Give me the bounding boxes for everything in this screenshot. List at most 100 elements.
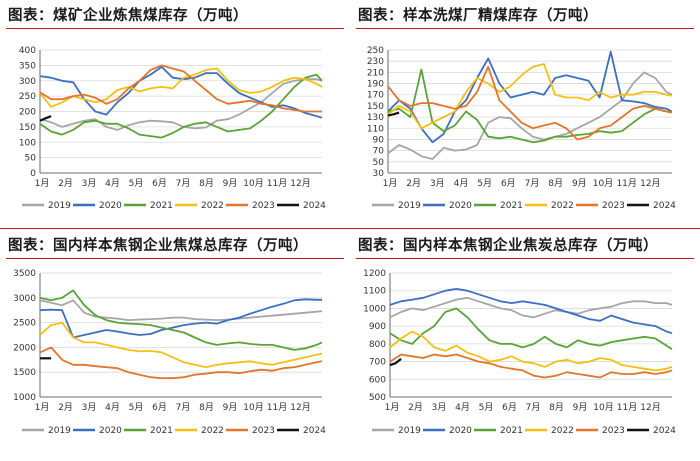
- x-tick-label: 4月: [105, 402, 120, 413]
- y-tick-label: 100: [19, 138, 36, 148]
- y-tick-label: 150: [19, 123, 36, 133]
- legend-label-2022: 2022: [551, 426, 574, 436]
- x-tick-label: 6月: [501, 178, 516, 189]
- x-tick-label: 4月: [105, 178, 120, 189]
- y-tick-label: 200: [19, 108, 36, 118]
- x-tick-label: 1月: [383, 178, 398, 189]
- y-tick-label: 700: [369, 358, 386, 368]
- x-tick-label: 1月: [35, 178, 50, 189]
- title-divider: [356, 258, 694, 259]
- series-line-2021: [39, 73, 323, 139]
- legend-label-2021: 2021: [500, 426, 523, 436]
- x-tick-label: 8月: [199, 178, 214, 189]
- x-tick-label: 5月: [129, 402, 144, 413]
- x-tick-label: 2月: [58, 178, 73, 189]
- legend-label-2021: 2021: [150, 201, 173, 211]
- y-tick-label: 800: [369, 340, 386, 350]
- legend-label-2023: 2023: [252, 426, 275, 436]
- x-tick-label: 8月: [199, 402, 214, 413]
- y-tick-label: 2500: [13, 319, 36, 329]
- series-line-2019: [39, 78, 323, 131]
- series-line-2020: [39, 66, 323, 119]
- series-line-2019: [389, 296, 673, 319]
- x-tick-label: 2月: [58, 402, 73, 413]
- legend-label-2023: 2023: [252, 201, 275, 211]
- x-tick-label: 12月: [640, 402, 660, 413]
- x-tick-label: 8月: [548, 178, 563, 189]
- y-tick-label: 90: [373, 135, 385, 145]
- x-tick-label: 3月: [82, 178, 97, 189]
- legend-label-2019: 2019: [48, 426, 71, 436]
- series-line-2022: [389, 330, 673, 372]
- x-tick-label: 10月: [243, 178, 263, 189]
- x-tick-label: 5月: [477, 178, 492, 189]
- y-tick-label: 230: [367, 57, 384, 67]
- y-tick-label: 250: [19, 92, 36, 102]
- legend-label-2020: 2020: [449, 426, 472, 436]
- series-line-2023: [387, 65, 673, 141]
- legend-label-2024: 2024: [303, 201, 326, 211]
- x-tick-label: 3月: [432, 402, 447, 413]
- legend-label-2023: 2023: [602, 201, 625, 211]
- series-line-2023: [389, 353, 673, 379]
- x-tick-label: 12月: [640, 178, 660, 189]
- x-tick-label: 6月: [152, 178, 167, 189]
- x-tick-label: 5月: [129, 178, 144, 189]
- y-tick-label: 1000: [13, 393, 36, 403]
- x-tick-label: 5月: [479, 402, 494, 413]
- y-tick-label: 250: [367, 46, 384, 56]
- x-tick-label: 4月: [454, 178, 469, 189]
- x-tick-label: 12月: [290, 402, 310, 413]
- y-tick-label: 30: [373, 169, 385, 179]
- title-divider: [356, 28, 694, 29]
- series-line-2024: [389, 358, 402, 367]
- y-tick-label: 2000: [13, 343, 36, 353]
- legend-label-2021: 2021: [150, 426, 173, 436]
- y-tick-label: 350: [19, 61, 36, 71]
- y-tick-label: 600: [369, 375, 386, 385]
- x-tick-label: 3月: [430, 178, 445, 189]
- title-divider: [6, 258, 344, 259]
- x-tick-label: 9月: [572, 178, 587, 189]
- x-tick-label: 7月: [176, 402, 191, 413]
- series-line-2022: [39, 321, 323, 369]
- y-tick-label: 400: [19, 46, 36, 56]
- chart-svg: 500 600 700 800 900 1000 1100 1200 1月 2月 3月 4月 5月 6月 7…: [363, 269, 676, 436]
- series-line-2020: [389, 288, 673, 335]
- y-tick-label: 1500: [13, 368, 36, 378]
- series-line-2021: [39, 289, 323, 351]
- x-tick-label: 10月: [593, 402, 613, 413]
- legend-label-2022: 2022: [551, 201, 574, 211]
- x-tick-label: 9月: [223, 402, 238, 413]
- chart-panel-coking-coal: 图表：国内样本焦钢企业焦煤总库存（万吨） 1000 1500 2000 2500 300…: [0, 230, 350, 460]
- x-tick-label: 11月: [267, 402, 287, 413]
- title-divider: [6, 28, 344, 29]
- y-tick-label: 150: [367, 102, 384, 112]
- chart-panel-coal-mine: 图表：煤矿企业炼焦煤库存（万吨） 0 50 100 150 200 250 300 350 40…: [0, 0, 350, 230]
- legend-label-2019: 2019: [48, 201, 71, 211]
- y-tick-label: 300: [19, 77, 36, 87]
- chart-svg: 0 50 100 150 200 250 300 350 400 1月 2月 3月 4月 5月 6月 7月 8月…: [19, 46, 326, 211]
- legend-label-2024: 2024: [653, 201, 676, 211]
- x-tick-label: 11月: [267, 178, 287, 189]
- y-tick-label: 210: [367, 68, 384, 78]
- legend-label-2020: 2020: [99, 201, 122, 211]
- y-tick-label: 70: [373, 147, 385, 157]
- series-line-2024: [387, 111, 400, 117]
- chart-title: 图表：国内样本焦钢企业焦炭总库存（万吨）: [358, 238, 658, 254]
- x-tick-label: 6月: [502, 402, 517, 413]
- chart-svg: 1000 1500 2000 2500 3000 3500 1月 2月 3月 4月 5月 6月 7月 8月…: [13, 269, 326, 436]
- x-tick-label: 10月: [593, 178, 613, 189]
- series-line-2023: [39, 346, 323, 380]
- y-tick-label: 3500: [13, 269, 36, 279]
- x-tick-label: 8月: [549, 402, 564, 413]
- series-line-2021: [389, 307, 673, 350]
- legend-label-2021: 2021: [500, 201, 523, 211]
- chart-title: 图表：煤矿企业炼焦煤库存（万吨）: [8, 8, 248, 24]
- series-line-2020: [39, 298, 322, 339]
- x-tick-label: 9月: [573, 402, 588, 413]
- y-tick-label: 50: [373, 158, 385, 168]
- x-tick-label: 3月: [82, 402, 97, 413]
- section-divider: [0, 228, 700, 229]
